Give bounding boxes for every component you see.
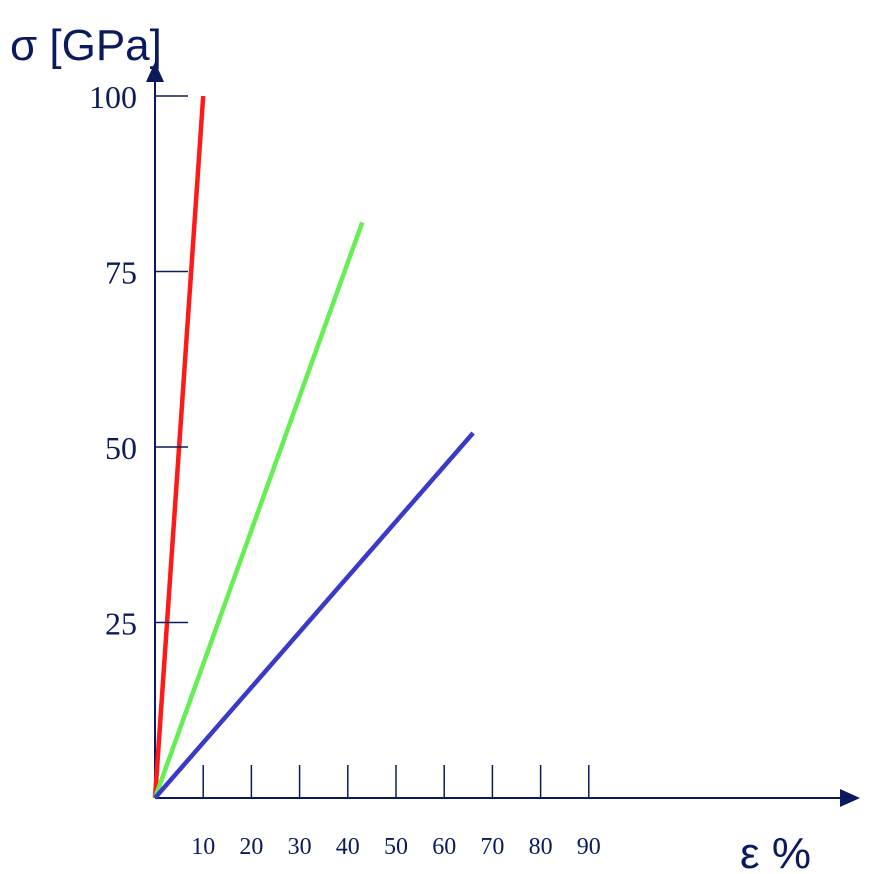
series-line-3	[153, 431, 475, 800]
y-tick-label: 25	[105, 606, 137, 642]
ticks-layer: 25 50 75 100 10 20 30 40 50 60 70 80 90	[89, 79, 601, 860]
x-tick-label: 30	[288, 834, 312, 860]
x-tick-label: 90	[577, 834, 601, 860]
x-axis-arrow	[840, 789, 860, 807]
y-tick-label: 75	[105, 255, 137, 291]
y-axis-arrow	[146, 62, 164, 82]
series-layer	[152, 95, 475, 800]
x-tick-label: 20	[239, 834, 263, 860]
x-tick-label: 40	[336, 834, 360, 860]
y-axis-title: σ [GPa]	[10, 21, 162, 70]
x-axis-title: ε %	[740, 829, 811, 874]
x-tick-label: 60	[432, 834, 456, 860]
axes	[146, 62, 860, 807]
y-tick-label: 100	[89, 79, 137, 115]
x-tick-label: 70	[480, 834, 504, 860]
y-tick-label: 50	[105, 430, 137, 466]
x-tick-label: 10	[191, 834, 215, 860]
x-tick-label: 80	[529, 834, 553, 860]
series-line-2	[152, 221, 365, 799]
x-tick-label: 50	[384, 834, 408, 860]
